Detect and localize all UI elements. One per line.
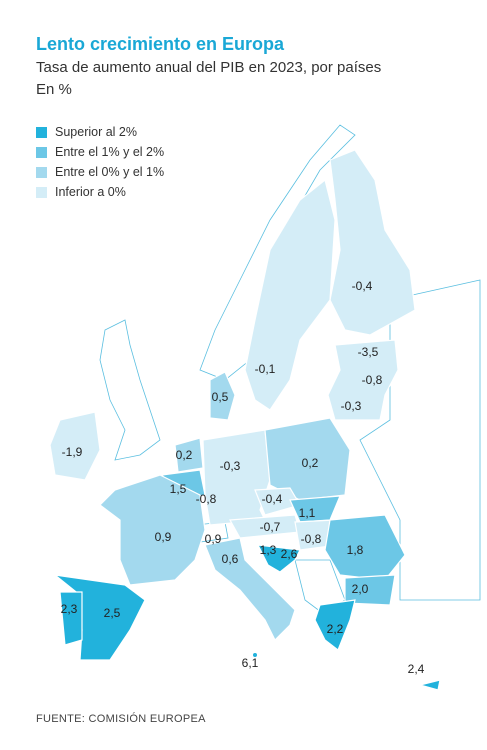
country-value: 2,4 <box>408 662 425 676</box>
country-value: -0,8 <box>301 532 322 546</box>
legend: Superior al 2% Entre el 1% y el 2% Entre e… <box>36 122 164 202</box>
country-value: 1,5 <box>170 482 187 496</box>
uk <box>99 319 161 461</box>
country-value: 2,2 <box>327 622 344 636</box>
country-value: 1,3 <box>260 543 277 557</box>
denmark <box>209 371 236 421</box>
country-value: 0,6 <box>222 552 239 566</box>
country-value: 2,3 <box>61 602 78 616</box>
legend-swatch <box>36 146 47 158</box>
country-value: -1,9 <box>62 445 83 459</box>
greece <box>314 599 356 651</box>
country-value: 2,0 <box>352 582 369 596</box>
country-value: 0,9 <box>155 530 172 544</box>
legend-label: Entre el 1% y el 2% <box>55 145 165 159</box>
country-value: 0,9 <box>205 532 222 546</box>
sweden <box>244 178 336 411</box>
country-value: 2,6 <box>281 547 298 561</box>
legend-item: Superior al 2% <box>36 122 164 142</box>
france <box>99 474 206 586</box>
legend-label: Entre el 0% y el 1% <box>55 165 165 179</box>
country-value: -0,7 <box>260 520 281 534</box>
country-value: 0,2 <box>176 448 193 462</box>
legend-item: Inferior a 0% <box>36 182 164 202</box>
country-value: 6,1 <box>242 656 259 670</box>
subtitle: Tasa de aumento anual del PIB en 2023, p… <box>36 59 382 76</box>
italy <box>204 537 296 642</box>
legend-label: Superior al 2% <box>55 125 137 139</box>
country-value: 1,1 <box>299 506 316 520</box>
legend-item: Entre el 1% y el 2% <box>36 142 164 162</box>
croatia <box>256 544 301 573</box>
romania <box>324 514 406 581</box>
country-value: -0,4 <box>352 279 373 293</box>
legend-swatch <box>36 126 47 138</box>
cyprus <box>417 679 441 691</box>
legend-swatch <box>36 186 47 198</box>
country-value: -0,3 <box>220 459 241 473</box>
country-value: -0,3 <box>341 399 362 413</box>
ireland <box>49 411 101 481</box>
country-value: 0,5 <box>212 390 229 404</box>
malta <box>253 653 257 657</box>
unit: En % <box>36 81 72 98</box>
country-value: -0,1 <box>255 362 276 376</box>
bulgaria <box>344 574 396 606</box>
poland <box>264 417 351 501</box>
source: FUENTE: COMISIÓN EUROPEA <box>36 713 206 725</box>
germany <box>202 429 271 526</box>
portugal <box>59 591 83 646</box>
country-value: 1,8 <box>347 543 364 557</box>
country-value: -0,8 <box>362 373 383 387</box>
legend-item: Entre el 0% y el 1% <box>36 162 164 182</box>
country-value: 2,5 <box>104 606 121 620</box>
netherlands <box>174 437 204 473</box>
baltics <box>327 339 399 421</box>
legend-swatch <box>36 166 47 178</box>
legend-label: Inferior a 0% <box>55 185 126 199</box>
country-value: 0,2 <box>302 456 319 470</box>
title: Lento crecimiento en Europa <box>36 34 285 54</box>
finland <box>329 149 416 336</box>
country-value: -0,4 <box>262 492 283 506</box>
country-value: -3,5 <box>358 345 379 359</box>
country-value: -0,8 <box>196 492 217 506</box>
